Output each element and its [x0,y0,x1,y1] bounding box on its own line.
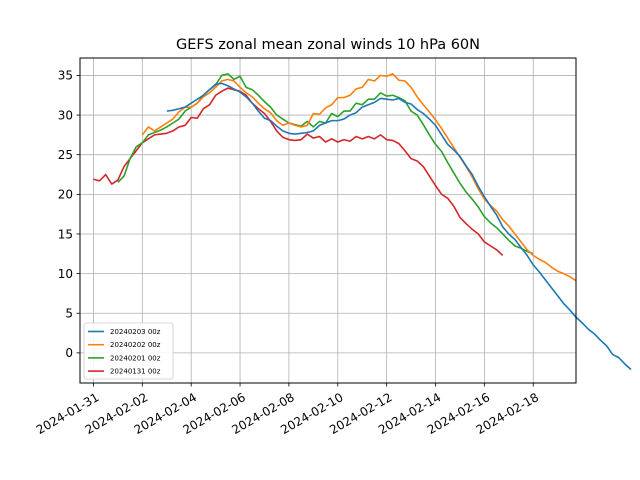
y-tick-label: 0 [65,346,73,360]
legend-label: 20240201 00z [110,354,161,362]
grid [80,58,576,383]
plot-lines [93,73,632,371]
y-tick-label: 30 [58,108,73,122]
series-line [141,73,577,282]
y-tick-label: 25 [58,148,73,162]
legend: 20240203 00z 20240202 00z 20240201 00z 2024… [83,322,174,380]
series-line [166,82,632,371]
series-line [93,87,504,256]
chart-title: GEFS zonal mean zonal winds 10 hPa 60N [176,37,480,53]
plot-area-frame [79,57,577,384]
legend-label: 20240202 00z [110,341,161,349]
y-tick-label: 35 [58,69,73,83]
y-tick-label: 10 [58,267,73,281]
legend-box [83,322,174,380]
y-tick-label: 20 [58,188,73,202]
legend-label: 20240203 00z [110,328,161,336]
y-tick-label: 15 [58,227,73,241]
y-tick-label: 5 [65,307,73,321]
legend-label: 20240131 00z [110,368,161,376]
